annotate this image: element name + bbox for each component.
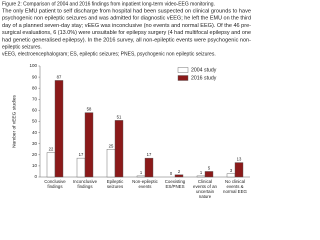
y-tick-label: 60 (32, 108, 38, 113)
data-label: 2 (178, 169, 181, 174)
x-tick-label: Clinical events of an uncertain nature (193, 179, 217, 198)
bar (174, 174, 184, 178)
chart: Figure 2: Comparison of 2004 and 2016 fi… (2, 1, 251, 179)
bar (204, 171, 214, 178)
legend-label: 2016 study (191, 75, 217, 81)
figure: Figure 2: Comparison of 2004 and 2016 fi… (2, 1, 251, 198)
y-tick-label: 70 (32, 96, 38, 101)
data-label: 87 (57, 75, 62, 80)
caption-line: The only EMU patient to self discharge f… (2, 9, 251, 15)
x-tick-label: Coexisting ES/PNES (164, 179, 186, 189)
bar (136, 175, 146, 178)
data-label: 51 (117, 114, 122, 119)
bar (46, 152, 56, 178)
caption-line: epileptic seizures. (2, 45, 42, 51)
bar (54, 80, 64, 178)
x-tick-label: Inconclusive findings (72, 179, 98, 189)
data-label: 25 (109, 143, 114, 148)
bar (234, 162, 244, 178)
data-label: 58 (87, 107, 92, 112)
legend-label: 2004 study (191, 67, 217, 73)
x-tick-label: Conclusive findings (44, 179, 66, 189)
data-label: 1 (140, 170, 143, 175)
y-tick-label: 50 (32, 119, 38, 124)
caption-line: surgical evaluations, 6 (13.0%) were uns… (2, 30, 251, 36)
data-label: 3 (230, 168, 233, 173)
y-tick-label: 30 (32, 141, 38, 146)
x-tick-label: Epileptic seizures (106, 179, 124, 189)
bar (226, 173, 236, 178)
bar (76, 157, 86, 178)
x-tick-label: No clinical events & normal EEG (223, 179, 247, 194)
y-tick-label: 40 (32, 130, 38, 135)
caption-line: vEEG, electroencephalogram; ES, epilepti… (2, 52, 216, 58)
data-label: 5 (208, 166, 211, 171)
data-label: 13 (237, 157, 242, 162)
data-label: 22 (49, 147, 54, 152)
y-tick-label: 90 (32, 74, 38, 79)
caption-line: psychogenic non epileptic seizures and w… (2, 16, 251, 22)
caption-line: day of a planned seven-day stay; vEEG wa… (2, 23, 251, 29)
bar (196, 175, 206, 178)
bar (144, 157, 154, 178)
caption-line: had genetic generalised epilepsy). In th… (2, 37, 251, 43)
legend-swatch (177, 67, 189, 73)
data-label: 17 (147, 152, 152, 157)
data-label: 1 (200, 170, 203, 175)
y-tick-label: 20 (32, 152, 38, 157)
bar (106, 149, 116, 178)
data-label: 17 (79, 152, 84, 157)
data-label: 0 (170, 171, 173, 176)
y-tick-label: 100 (29, 63, 37, 68)
caption-line: Figure 2: Comparison of 2004 and 2016 fi… (2, 1, 215, 7)
y-tick-label: 80 (32, 85, 38, 90)
y-axis-label: Number of vEEG studies (11, 95, 17, 148)
legend-swatch (177, 75, 189, 81)
y-tick-label: 10 (32, 163, 38, 168)
bar (84, 112, 94, 178)
x-tick-label: Non-epileptic events (132, 179, 158, 189)
y-tick-label: 0 (34, 174, 37, 179)
bar (114, 120, 124, 178)
